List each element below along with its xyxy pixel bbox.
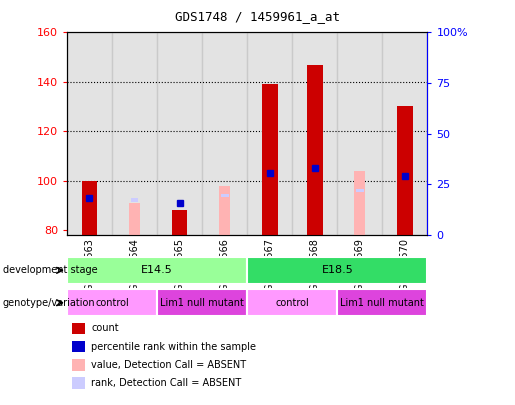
Bar	[221, 194, 229, 197]
Text: genotype/variation: genotype/variation	[3, 298, 95, 308]
Text: GDS1748 / 1459961_a_at: GDS1748 / 1459961_a_at	[175, 10, 340, 23]
Bar	[157, 289, 247, 316]
Bar	[337, 289, 427, 316]
Text: value, Detection Call = ABSENT: value, Detection Call = ABSENT	[91, 360, 246, 370]
Bar	[171, 210, 187, 235]
Bar	[131, 198, 139, 202]
Text: rank, Detection Call = ABSENT: rank, Detection Call = ABSENT	[91, 378, 242, 388]
Bar	[157, 32, 202, 235]
Bar	[81, 181, 97, 235]
Bar	[112, 32, 157, 235]
Bar	[293, 32, 337, 235]
Text: percentile rank within the sample: percentile rank within the sample	[91, 342, 256, 352]
Bar	[247, 289, 337, 316]
Text: E18.5: E18.5	[321, 265, 353, 275]
Text: development stage: development stage	[3, 265, 97, 275]
Bar	[67, 289, 157, 316]
Text: Lim1 null mutant: Lim1 null mutant	[160, 298, 244, 308]
Bar	[354, 171, 366, 235]
Bar	[356, 189, 364, 192]
Bar	[247, 32, 293, 235]
Bar	[382, 32, 427, 235]
Bar	[337, 32, 382, 235]
Bar	[129, 203, 140, 235]
Bar	[262, 84, 278, 235]
Bar	[247, 257, 427, 284]
Bar	[307, 64, 323, 235]
Bar	[67, 32, 112, 235]
Bar	[397, 107, 413, 235]
Bar	[202, 32, 247, 235]
Text: E14.5: E14.5	[141, 265, 173, 275]
Text: control: control	[95, 298, 129, 308]
Text: control: control	[276, 298, 309, 308]
Bar	[219, 185, 230, 235]
Text: Lim1 null mutant: Lim1 null mutant	[340, 298, 424, 308]
Bar	[67, 257, 247, 284]
Text: count: count	[91, 324, 119, 333]
